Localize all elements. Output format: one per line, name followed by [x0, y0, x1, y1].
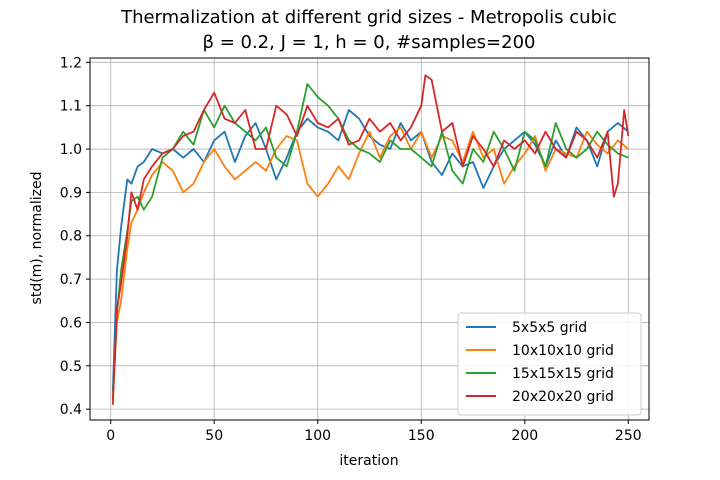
y-axis-label: std(m), normalized: [29, 172, 45, 305]
y-tick-label: 0.8: [60, 229, 82, 245]
x-tick-label: 0: [106, 428, 115, 444]
y-tick-label: 1.0: [60, 142, 82, 158]
chart-title: Thermalization at different grid sizes -…: [120, 7, 617, 28]
series-line-2: [111, 126, 629, 401]
x-tick-label: 200: [511, 428, 538, 444]
plot-frame: [89, 57, 650, 421]
y-tick-label: 0.6: [60, 315, 82, 331]
y-tick-label: 0.9: [60, 185, 82, 201]
series-line-4: [111, 74, 630, 405]
y-tick-label: 0.5: [60, 359, 82, 375]
y-tick-label: 1.2: [60, 55, 82, 71]
x-tick-label: 150: [408, 428, 435, 444]
x-tick-label: 100: [304, 428, 331, 444]
y-tick-label: 1.1: [60, 99, 82, 115]
chart-subtitle: β = 0.2, J = 1, h = 0, #samples=200: [203, 32, 536, 53]
legend-label: 20x20x20 grid: [512, 389, 614, 405]
legend-label: 15x15x15 grid: [512, 366, 614, 382]
x-tick-label: 250: [615, 428, 642, 444]
y-tick-label: 0.7: [60, 272, 82, 288]
plot-lines: [111, 74, 630, 405]
legend-label: 10x10x10 grid: [512, 343, 614, 359]
legend: 5x5x5 grid 10x10x10 grid 15x15x15 grid 20x2…: [457, 312, 642, 416]
x-axis-label: iteration: [339, 453, 398, 469]
y-tick-label: 0.4: [60, 402, 82, 418]
legend-box: [457, 312, 642, 416]
x-tick-label: 50: [205, 428, 223, 444]
legend-label: 5x5x5 grid: [512, 320, 587, 336]
axis-ticks: 0 50 100 150 200 250 0.4 0.5 0.6 0.7 0.8 0.9 1.0 1.1 1…: [60, 55, 642, 444]
